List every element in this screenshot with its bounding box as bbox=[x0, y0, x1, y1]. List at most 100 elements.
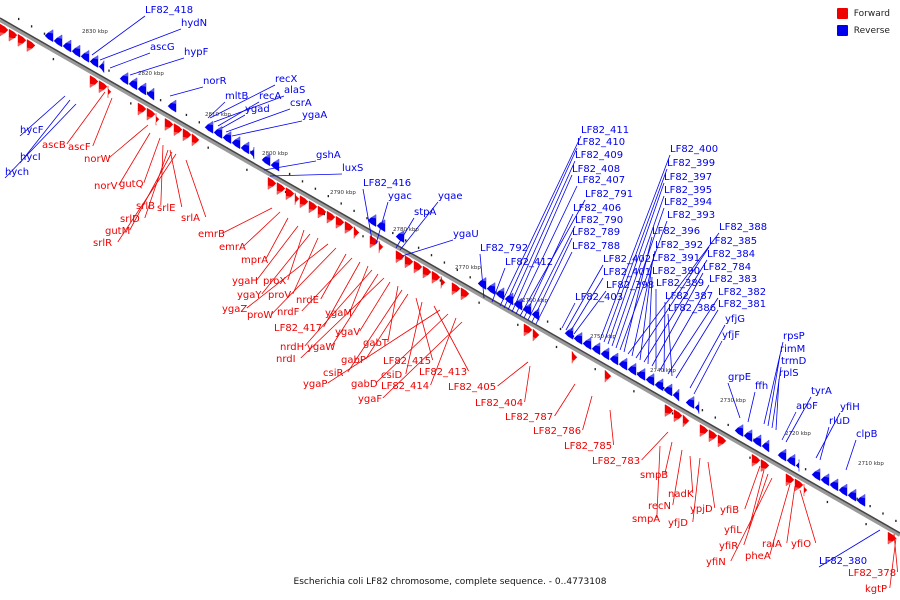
gene-label-luxs[interactable]: luxS bbox=[342, 163, 363, 174]
gene-label-nrdh[interactable]: nrdH bbox=[280, 342, 304, 353]
gene-label-yfir[interactable]: yfiR bbox=[719, 541, 738, 552]
forward-gene-arrow[interactable] bbox=[604, 369, 612, 383]
forward-gene-arrow[interactable] bbox=[173, 123, 183, 136]
gene-label-lf82_389[interactable]: LF82_389 bbox=[656, 278, 704, 289]
gene-label-lf82_403[interactable]: LF82_403 bbox=[575, 292, 623, 303]
reverse-gene-arrow[interactable] bbox=[128, 77, 138, 91]
forward-gene-arrow[interactable] bbox=[353, 225, 360, 240]
gene-label-ygah[interactable]: ygaH bbox=[232, 276, 258, 287]
gene-label-ygaz[interactable]: ygaZ bbox=[222, 304, 247, 315]
reverse-gene-arrow[interactable] bbox=[685, 396, 695, 409]
gene-label-norw[interactable]: norW bbox=[84, 154, 111, 165]
forward-gene-arrow[interactable] bbox=[285, 187, 295, 201]
gene-label-lf82_382[interactable]: LF82_382 bbox=[718, 287, 766, 298]
gene-label-lf82_412[interactable]: LF82_412 bbox=[505, 257, 553, 268]
forward-gene-arrow[interactable] bbox=[344, 221, 354, 234]
gene-label-yfib[interactable]: yfiB bbox=[720, 505, 739, 516]
gene-label-prox[interactable]: proX bbox=[263, 276, 286, 287]
reverse-gene-arrow[interactable] bbox=[672, 388, 680, 402]
gene-label-lf82_392[interactable]: LF82_392 bbox=[655, 240, 703, 251]
reverse-gene-arrow[interactable] bbox=[582, 337, 592, 350]
gene-label-reca[interactable]: recA bbox=[259, 91, 282, 102]
gene-label-smpb[interactable]: smpB bbox=[640, 470, 668, 481]
gene-label-lf82_390[interactable]: LF82_390 bbox=[652, 266, 700, 277]
forward-gene-arrow[interactable] bbox=[460, 287, 470, 301]
forward-gene-arrow[interactable] bbox=[294, 192, 300, 205]
reverse-gene-arrow[interactable] bbox=[513, 297, 523, 311]
gene-label-mpra[interactable]: mprA bbox=[241, 255, 268, 266]
reverse-gene-arrow[interactable] bbox=[847, 488, 857, 502]
forward-gene-arrow[interactable] bbox=[451, 282, 461, 295]
reverse-gene-arrow[interactable] bbox=[838, 483, 848, 497]
forward-gene-arrow[interactable] bbox=[326, 210, 336, 224]
reverse-gene-arrow[interactable] bbox=[98, 59, 105, 74]
gene-label-lf82_406[interactable]: LF82_406 bbox=[573, 203, 621, 214]
gene-label-lf82_411[interactable]: LF82_411 bbox=[581, 125, 629, 136]
forward-gene-arrow[interactable] bbox=[682, 414, 690, 428]
gene-label-grpe[interactable]: grpE bbox=[728, 372, 751, 383]
forward-gene-arrow[interactable] bbox=[191, 133, 200, 147]
gene-label-emrb[interactable]: emrB bbox=[198, 229, 225, 240]
forward-gene-arrow[interactable] bbox=[335, 215, 345, 229]
forward-gene-arrow[interactable] bbox=[673, 409, 683, 423]
gene-label-lf82_418[interactable]: LF82_418 bbox=[145, 5, 193, 16]
gene-label-mltb[interactable]: mltB bbox=[225, 91, 248, 102]
gene-label-nrdi[interactable]: nrdI bbox=[276, 354, 296, 365]
gene-label-ygap[interactable]: ygaP bbox=[303, 379, 327, 390]
gene-label-gutq[interactable]: gutQ bbox=[119, 179, 144, 190]
gene-label-lf82_789[interactable]: LF82_789 bbox=[572, 227, 620, 238]
reverse-gene-arrow[interactable] bbox=[71, 44, 81, 58]
gene-label-hycf[interactable]: hycF bbox=[20, 125, 44, 136]
gene-label-lf82_405[interactable]: LF82_405 bbox=[448, 382, 496, 393]
reverse-gene-arrow[interactable] bbox=[600, 347, 610, 361]
gene-label-lf82_394[interactable]: LF82_394 bbox=[664, 197, 712, 208]
reverse-gene-arrow[interactable] bbox=[213, 126, 223, 139]
gene-label-lf82_398[interactable]: LF82_398 bbox=[606, 280, 654, 291]
forward-gene-arrow[interactable] bbox=[664, 404, 674, 417]
gene-label-lf82_409[interactable]: LF82_409 bbox=[575, 150, 623, 161]
gene-label-yfjg[interactable]: yfjG bbox=[725, 314, 745, 325]
gene-label-nrdf[interactable]: nrdF bbox=[277, 307, 300, 318]
forward-gene-arrow[interactable] bbox=[404, 255, 414, 269]
gene-label-lf82_407[interactable]: LF82_407 bbox=[577, 175, 625, 186]
forward-gene-arrow[interactable] bbox=[8, 28, 18, 42]
gene-label-yfio[interactable]: yfiO bbox=[791, 539, 811, 550]
reverse-gene-arrow[interactable] bbox=[811, 468, 821, 481]
reverse-gene-arrow[interactable] bbox=[146, 87, 155, 101]
gene-label-lf82_784[interactable]: LF82_784 bbox=[703, 262, 751, 273]
forward-gene-arrow[interactable] bbox=[0, 23, 9, 37]
reverse-gene-arrow[interactable] bbox=[829, 478, 839, 492]
gene-label-lf82_397[interactable]: LF82_397 bbox=[664, 172, 712, 183]
gene-label-csir[interactable]: csiR bbox=[323, 368, 343, 379]
gene-label-trmd[interactable]: trmD bbox=[781, 356, 807, 367]
gene-label-csid[interactable]: csiD bbox=[381, 370, 402, 381]
gene-label-rimm[interactable]: rimM bbox=[780, 344, 805, 355]
gene-label-lf82_783[interactable]: LF82_783 bbox=[592, 456, 640, 467]
reverse-gene-arrow[interactable] bbox=[627, 362, 637, 376]
forward-gene-arrow[interactable] bbox=[760, 459, 770, 472]
forward-gene-arrow[interactable] bbox=[267, 176, 277, 190]
reverse-gene-arrow[interactable] bbox=[53, 34, 63, 48]
gene-label-nadk[interactable]: nadK bbox=[668, 489, 694, 500]
gene-label-lf82_408[interactable]: LF82_408 bbox=[572, 164, 620, 175]
forward-gene-arrow[interactable] bbox=[137, 102, 147, 116]
forward-gene-arrow[interactable] bbox=[276, 182, 286, 195]
gene-label-norr[interactable]: norR bbox=[203, 76, 227, 87]
gene-label-yfin[interactable]: yfiN bbox=[706, 557, 726, 568]
reverse-gene-arrow[interactable] bbox=[80, 49, 90, 63]
reverse-gene-arrow[interactable] bbox=[261, 153, 271, 167]
gene-label-lf82_381[interactable]: LF82_381 bbox=[718, 299, 766, 310]
forward-gene-arrow[interactable] bbox=[26, 39, 36, 52]
gene-label-lf82_785[interactable]: LF82_785 bbox=[564, 441, 612, 452]
gene-label-rlud[interactable]: rluD bbox=[829, 416, 850, 427]
gene-label-lf82_380[interactable]: LF82_380 bbox=[819, 556, 867, 567]
forward-gene-arrow[interactable] bbox=[17, 33, 27, 47]
gene-label-hypf[interactable]: hypF bbox=[184, 47, 209, 58]
reverse-gene-arrow[interactable] bbox=[231, 136, 241, 150]
gene-label-yfil[interactable]: yfiL bbox=[724, 525, 742, 536]
reverse-gene-arrow[interactable] bbox=[636, 368, 646, 381]
reverse-gene-arrow[interactable] bbox=[89, 55, 99, 68]
gene-label-nrde[interactable]: nrdE bbox=[296, 295, 319, 306]
forward-gene-arrow[interactable] bbox=[107, 85, 112, 98]
gene-label-lf82_378[interactable]: LF82_378 bbox=[848, 568, 896, 579]
